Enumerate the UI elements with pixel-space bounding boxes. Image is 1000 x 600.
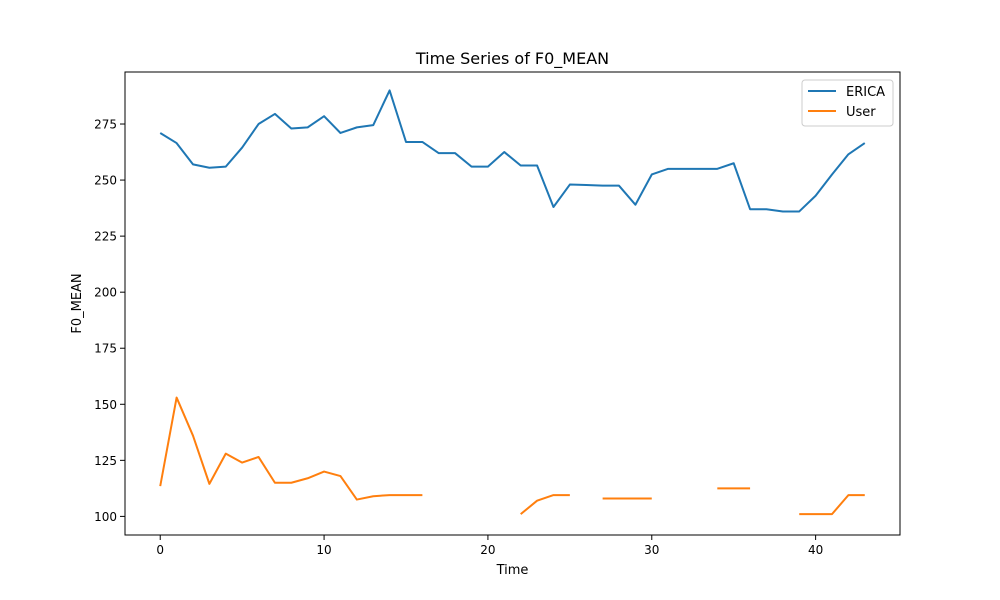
y-axis-label: F0_MEAN	[70, 273, 85, 333]
plot-area	[159, 89, 866, 516]
plot-frame	[124, 71, 901, 536]
y-tick-label: 125	[94, 454, 117, 468]
y-tick-label: 250	[94, 174, 117, 188]
y-axis: 100 125 150 175 200 225 250 275	[94, 118, 125, 524]
y-tick-label: 175	[94, 342, 117, 356]
x-tick-label: 0	[156, 543, 164, 557]
legend: ERICA User	[801, 79, 894, 127]
y-tick-label: 200	[94, 286, 117, 300]
legend-label-erica: ERICA	[846, 85, 885, 100]
y-tick-label: 100	[94, 510, 117, 524]
chart-title: Time Series of F0_MEAN	[415, 49, 609, 69]
x-tick-label: 40	[808, 543, 823, 557]
series-line-user-segment-4	[799, 494, 865, 516]
y-tick-label: 150	[94, 398, 117, 412]
series-line-user-segment-0	[159, 396, 423, 501]
y-tick-label: 225	[94, 230, 117, 244]
series-line-erica-segment-0	[159, 89, 866, 213]
legend-label-user: User	[846, 105, 876, 120]
x-tick-label: 30	[644, 543, 659, 557]
x-tick-label: 20	[480, 543, 495, 557]
x-axis-label: Time	[496, 563, 529, 578]
series-line-user-segment-1	[520, 494, 570, 515]
x-tick-label: 10	[316, 543, 331, 557]
x-axis: 0 10 20 30 40	[156, 535, 823, 557]
y-tick-label: 275	[94, 118, 117, 132]
